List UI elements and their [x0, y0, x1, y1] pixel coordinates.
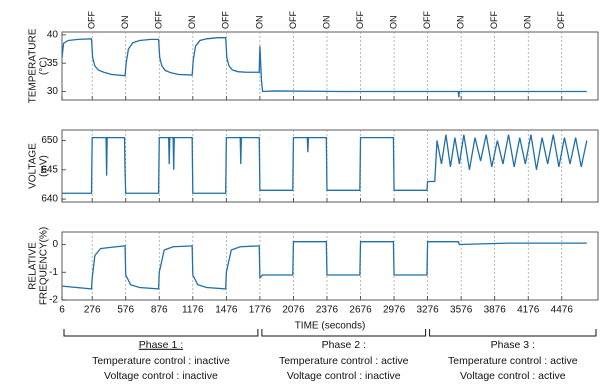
phase-bracket [63, 329, 259, 337]
event-label: ON [187, 16, 197, 30]
data-line [61, 37, 587, 98]
plot-frame [61, 31, 599, 101]
y-axis-label: TEMPERATURE [28, 28, 39, 103]
x-tick-label: 576 [117, 305, 134, 316]
x-tick-label: 2076 [282, 305, 305, 316]
phase-title: Phase 3 : [491, 339, 535, 351]
x-tick-label: 3276 [416, 305, 439, 316]
phase-line: Temperature control : inactive [92, 355, 230, 367]
event-label: OFF [355, 11, 365, 29]
phase-line: Voltage control : active [460, 370, 566, 382]
event-label: ON [120, 16, 130, 30]
x-tick-label: 1176 [182, 305, 204, 316]
x-tick-label: 276 [84, 305, 101, 316]
y-tick-label: 640 [41, 194, 58, 205]
y-axis-label: (mV) [39, 155, 50, 177]
x-axis-label: TIME (seconds) [295, 321, 366, 332]
event-label: OFF [87, 11, 97, 29]
x-tick-label: 3576 [450, 305, 473, 316]
event-label: ON [254, 16, 264, 30]
y-tick-label: 645 [41, 164, 58, 175]
event-label: ON [321, 16, 331, 30]
x-tick-label: 2676 [349, 305, 372, 316]
y-tick-label: 30 [47, 86, 59, 97]
plot-frame [61, 129, 599, 203]
x-tick-label: 2376 [316, 305, 339, 316]
phase-line: Voltage control : inactive [104, 370, 218, 382]
phase-title: Phase 1 : [139, 339, 183, 351]
y-axis-label: RELATIVE [28, 242, 39, 290]
phase-line: Temperature control : active [448, 355, 578, 367]
event-label: OFF [422, 11, 432, 29]
y-axis-label: VOLTAGE [28, 143, 39, 189]
y-tick-label: 650 [41, 135, 58, 146]
event-label: OFF [489, 11, 499, 29]
x-tick-label: 1476 [215, 305, 238, 316]
x-tick-label: 6 [59, 305, 65, 316]
y-axis-label: (°C) [39, 57, 50, 75]
event-label: OFF [556, 11, 566, 29]
data-line [61, 241, 587, 290]
x-tick-label: 4176 [517, 305, 540, 316]
event-label: OFF [221, 11, 231, 29]
event-label: OFF [154, 11, 164, 29]
event-label: OFF [288, 11, 298, 29]
event-label: ON [388, 16, 398, 30]
phase-line: Temperature control : active [279, 355, 409, 367]
data-line [62, 134, 588, 194]
x-tick-label: 1776 [249, 305, 272, 316]
x-tick-label: 4476 [551, 305, 574, 316]
event-label: ON [523, 16, 533, 30]
phase-bracket [429, 329, 597, 337]
y-tick-label: 40 [47, 29, 59, 40]
y-tick-label: 35 [47, 58, 59, 69]
y-tick-label: -2 [49, 295, 58, 306]
x-tick-label: 3876 [484, 305, 507, 316]
phase-bracket [261, 329, 427, 337]
x-tick-label: 2976 [383, 305, 406, 316]
y-tick-label: 0 [52, 239, 58, 250]
event-label: ON [456, 16, 466, 30]
plot-frame [61, 231, 599, 301]
y-axis-label: FREQUENCY(%) [39, 227, 50, 305]
phase-title: Phase 2 : [322, 339, 366, 351]
x-tick-label: 876 [151, 305, 168, 316]
phase-line: Voltage control : inactive [287, 370, 401, 382]
y-tick-label: -1 [49, 267, 58, 278]
